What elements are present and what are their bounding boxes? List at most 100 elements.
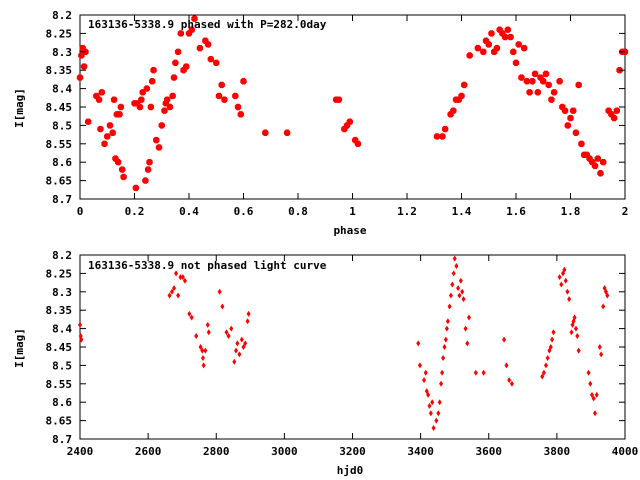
data-point (436, 410, 441, 417)
data-point (543, 362, 548, 369)
data-point (164, 96, 171, 103)
data-point (422, 377, 427, 384)
data-point (551, 329, 556, 336)
data-point (215, 92, 223, 100)
data-point (534, 89, 541, 96)
data-point (114, 159, 122, 166)
data-point (550, 89, 558, 96)
data-point (465, 340, 470, 347)
y-tick-label: 8.35 (46, 304, 73, 317)
data-point (166, 103, 174, 111)
data-point (493, 44, 501, 52)
y-axis-ticks: 8.2 8.25 8.3 8.35 8.4 8.45 8.5 8.55 8.6 8.65 8.7 (46, 249, 625, 446)
data-point (426, 391, 431, 398)
data-point (203, 347, 208, 354)
data-point (569, 329, 574, 336)
data-point (161, 107, 168, 114)
data-point (354, 140, 362, 147)
y-tick-label: 8.65 (46, 415, 73, 428)
data-point (572, 314, 577, 321)
data-point (106, 122, 114, 129)
y-tick-label: 8.25 (46, 267, 73, 280)
data-point (150, 67, 157, 74)
data-point (220, 303, 225, 310)
y-tick-label: 8.6 (52, 156, 72, 169)
data-point (169, 92, 176, 100)
data-point (434, 417, 439, 424)
data-point (573, 325, 578, 332)
data-point (200, 355, 205, 362)
data-point (586, 369, 591, 376)
plot-frame (79, 14, 626, 200)
data-point (563, 277, 568, 284)
data-point (597, 344, 602, 350)
y-tick-label: 8.45 (46, 101, 73, 114)
data-point (346, 118, 353, 125)
data-point (109, 129, 116, 136)
data-point (235, 340, 240, 347)
data-point (556, 78, 563, 85)
data-point (237, 111, 244, 118)
y-tick-label: 8.6 (52, 396, 72, 409)
data-point (450, 281, 455, 288)
data-point (593, 410, 598, 417)
data-point (194, 332, 199, 339)
data-point (466, 52, 473, 59)
x-tick-label: 4000 (612, 445, 639, 458)
data-point (136, 103, 144, 111)
data-point (198, 344, 203, 350)
data-point (452, 255, 457, 262)
data-point (540, 373, 545, 380)
x-tick-label: 0.8 (288, 205, 308, 218)
x-axis-ticks: 2400 2600 2800 3000 3200 3400 3600 3800 4000 (67, 255, 639, 458)
data-point (570, 107, 577, 114)
data-point (545, 355, 550, 362)
data-point (104, 133, 111, 140)
data-point (147, 103, 155, 111)
x-tick-label: 3200 (339, 445, 366, 458)
data-point (457, 292, 462, 299)
data-point (444, 325, 449, 332)
y-tick-label: 8.55 (46, 378, 73, 391)
x-tick-label: 0.2 (125, 205, 145, 218)
data-point (526, 89, 533, 96)
data-point (504, 362, 509, 369)
data-point (507, 33, 514, 41)
data-point (567, 114, 574, 122)
data-point (441, 125, 449, 133)
data-point (189, 314, 194, 321)
data-point (176, 292, 181, 299)
data-point (588, 380, 593, 387)
data-point (594, 155, 601, 162)
data-point (234, 103, 242, 111)
data-point (576, 347, 581, 354)
data-point (143, 85, 150, 92)
data-point (466, 314, 471, 321)
phased-light-curve-panel: 0 0.2 0.4 0.6 0.8 1 1.2 1.4 1.6 1.8 2 8.28.258.38.… (13, 9, 628, 237)
data-point (213, 59, 220, 67)
data-point (540, 78, 547, 85)
y-tick-label: 8.2 (52, 249, 72, 262)
data-point (605, 292, 610, 299)
x-tick-label: 1.4 (452, 205, 472, 218)
data-point (177, 30, 185, 37)
data-point (458, 277, 463, 284)
data-point (542, 70, 550, 78)
data-point (531, 70, 539, 78)
data-point (578, 140, 585, 147)
data-point (599, 351, 604, 358)
y-axis-label: I[mag] (13, 88, 26, 128)
y-tick-label: 8.35 (46, 64, 73, 77)
data-point (600, 159, 607, 166)
data-point (427, 402, 432, 409)
data-point (520, 44, 528, 52)
data-point (172, 59, 179, 67)
data-point (138, 96, 145, 103)
data-point (548, 344, 553, 350)
x-tick-label: 0 (77, 205, 84, 218)
data-point (221, 96, 228, 103)
data-point (146, 159, 153, 166)
y-tick-label: 8.4 (52, 323, 72, 336)
x-tick-label: 1.8 (561, 205, 581, 218)
